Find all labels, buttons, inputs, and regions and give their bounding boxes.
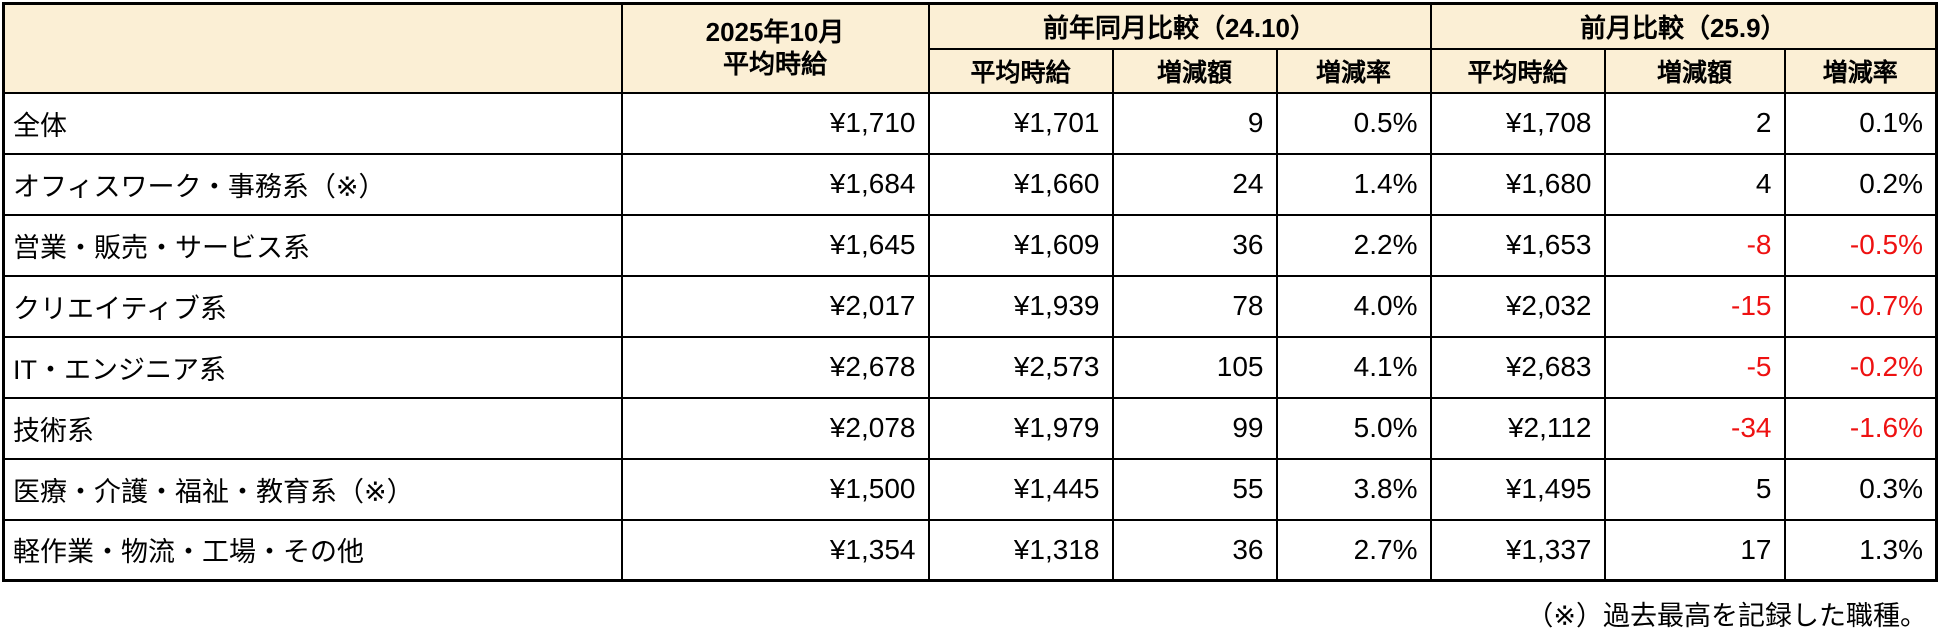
cell-mom-diff: 2 xyxy=(1603,91,1786,155)
cell-mom-wage: ¥1,653 xyxy=(1429,213,1606,277)
cell-mom-diff: -15 xyxy=(1603,274,1786,338)
cell-yoy-rate: 4.0% xyxy=(1275,274,1432,338)
cell-mom-wage: ¥2,032 xyxy=(1429,274,1606,338)
cell-current-wage: ¥1,354 xyxy=(620,518,930,582)
table-row: 全体 ¥1,710 ¥1,701 9 0.5% ¥1,708 2 0.1% xyxy=(2,91,1938,155)
table-row: 軽作業・物流・工場・その他 ¥1,354 ¥1,318 36 2.7% ¥1,337 17 1… xyxy=(2,518,1938,582)
cell-category-label: クリエイティブ系 xyxy=(2,274,623,338)
table-row: クリエイティブ系 ¥2,017 ¥1,939 78 4.0% ¥2,032 -15 -0.7% xyxy=(2,274,1938,338)
cell-yoy-wage: ¥1,609 xyxy=(927,213,1114,277)
cell-mom-rate: 0.1% xyxy=(1783,91,1938,155)
cell-mom-wage: ¥1,337 xyxy=(1429,518,1606,582)
cell-mom-diff: -34 xyxy=(1603,396,1786,460)
cell-mom-rate: -1.6% xyxy=(1783,396,1938,460)
corner-cell xyxy=(2,2,623,94)
cell-mom-wage: ¥2,112 xyxy=(1429,396,1606,460)
cell-yoy-wage: ¥2,573 xyxy=(927,335,1114,399)
cell-yoy-rate: 4.1% xyxy=(1275,335,1432,399)
cell-mom-rate: 0.2% xyxy=(1783,152,1938,216)
cell-mom-diff: -5 xyxy=(1603,335,1786,399)
cell-mom-wage: ¥1,680 xyxy=(1429,152,1606,216)
cell-yoy-rate: 2.2% xyxy=(1275,213,1432,277)
header-group-yoy: 前年同月比較（24.10） xyxy=(927,2,1432,50)
cell-mom-rate: -0.7% xyxy=(1783,274,1938,338)
cell-mom-diff: 5 xyxy=(1603,457,1786,521)
cell-mom-diff: -8 xyxy=(1603,213,1786,277)
footnote: （※）過去最高を記録した職種。 xyxy=(1526,601,1927,631)
cell-current-wage: ¥2,017 xyxy=(620,274,930,338)
table-row: 医療・介護・福祉・教育系（※） ¥1,500 ¥1,445 55 3.8% ¥1,495 5… xyxy=(2,457,1938,521)
cell-category-label: 営業・販売・サービス系 xyxy=(2,213,623,277)
cell-mom-rate: -0.5% xyxy=(1783,213,1938,277)
cell-mom-wage: ¥2,683 xyxy=(1429,335,1606,399)
cell-category-label: オフィスワーク・事務系（※） xyxy=(2,152,623,216)
header-yoy-wage: 平均時給 xyxy=(927,47,1114,94)
header-sub-row: 平均時給 増減額 増減率 平均時給 増減額 増減率 xyxy=(4,47,1938,94)
header-yoy-rate: 増減率 xyxy=(1275,47,1432,94)
cell-current-wage: ¥2,678 xyxy=(620,335,930,399)
header-group-mom: 前月比較（25.9） xyxy=(1429,2,1938,50)
header-current-line1: 2025年10月 xyxy=(705,16,845,47)
cell-mom-rate: 0.3% xyxy=(1783,457,1938,521)
cell-yoy-wage: ¥1,660 xyxy=(927,152,1114,216)
cell-current-wage: ¥1,645 xyxy=(620,213,930,277)
cell-current-wage: ¥1,500 xyxy=(620,457,930,521)
cell-mom-diff: 4 xyxy=(1603,152,1786,216)
cell-yoy-wage: ¥1,445 xyxy=(927,457,1114,521)
header-current-line2: 平均時給 xyxy=(722,49,827,80)
cell-yoy-wage: ¥1,701 xyxy=(927,91,1114,155)
header-mom-wage: 平均時給 xyxy=(1429,47,1606,94)
cell-category-label: 全体 xyxy=(2,91,623,155)
table-row: 技術系 ¥2,078 ¥1,979 99 5.0% ¥2,112 -34 -1.6% xyxy=(2,396,1938,460)
cell-mom-wage: ¥1,708 xyxy=(1429,91,1606,155)
cell-yoy-diff: 36 xyxy=(1111,518,1278,582)
cell-yoy-rate: 0.5% xyxy=(1275,91,1432,155)
table-row: 営業・販売・サービス系 ¥1,645 ¥1,609 36 2.2% ¥1,653 -8 -0.… xyxy=(2,213,1938,277)
table-row: IT・エンジニア系 ¥2,678 ¥2,573 105 4.1% ¥2,683 -5 -0.2… xyxy=(2,335,1938,399)
cell-mom-wage: ¥1,495 xyxy=(1429,457,1606,521)
cell-yoy-diff: 36 xyxy=(1111,213,1278,277)
cell-yoy-rate: 2.7% xyxy=(1275,518,1432,582)
header-current-month: 2025年10月 平均時給 xyxy=(620,2,930,94)
cell-mom-rate: 1.3% xyxy=(1783,518,1938,582)
header-mom-rate: 増減率 xyxy=(1783,47,1938,94)
cell-yoy-diff: 55 xyxy=(1111,457,1278,521)
cell-current-wage: ¥1,710 xyxy=(620,91,930,155)
cell-category-label: 軽作業・物流・工場・その他 xyxy=(2,518,623,582)
cell-yoy-rate: 5.0% xyxy=(1275,396,1432,460)
cell-mom-diff: 17 xyxy=(1603,518,1786,582)
cell-yoy-diff: 78 xyxy=(1111,274,1278,338)
cell-current-wage: ¥1,684 xyxy=(620,152,930,216)
cell-category-label: 技術系 xyxy=(2,396,623,460)
header-mom-diff: 増減額 xyxy=(1603,47,1786,94)
cell-yoy-rate: 1.4% xyxy=(1275,152,1432,216)
table-row: オフィスワーク・事務系（※） ¥1,684 ¥1,660 24 1.4% ¥1,680 4 0… xyxy=(2,152,1938,216)
header-group-row: 2025年10月 平均時給 前年同月比較（24.10） 前月比較（25.9） xyxy=(2,2,1938,94)
cell-yoy-diff: 24 xyxy=(1111,152,1278,216)
cell-current-wage: ¥2,078 xyxy=(620,396,930,460)
cell-yoy-wage: ¥1,318 xyxy=(927,518,1114,582)
cell-category-label: 医療・介護・福祉・教育系（※） xyxy=(2,457,623,521)
average-hourly-wage-table: 2025年10月 平均時給 前年同月比較（24.10） 前月比較（25.9） 平… xyxy=(2,2,1939,582)
cell-yoy-diff: 9 xyxy=(1111,91,1278,155)
cell-yoy-wage: ¥1,979 xyxy=(927,396,1114,460)
cell-category-label: IT・エンジニア系 xyxy=(2,335,623,399)
cell-yoy-diff: 99 xyxy=(1111,396,1278,460)
header-yoy-diff: 増減額 xyxy=(1111,47,1278,94)
cell-yoy-wage: ¥1,939 xyxy=(927,274,1114,338)
cell-yoy-diff: 105 xyxy=(1111,335,1278,399)
cell-mom-rate: -0.2% xyxy=(1783,335,1938,399)
cell-yoy-rate: 3.8% xyxy=(1275,457,1432,521)
